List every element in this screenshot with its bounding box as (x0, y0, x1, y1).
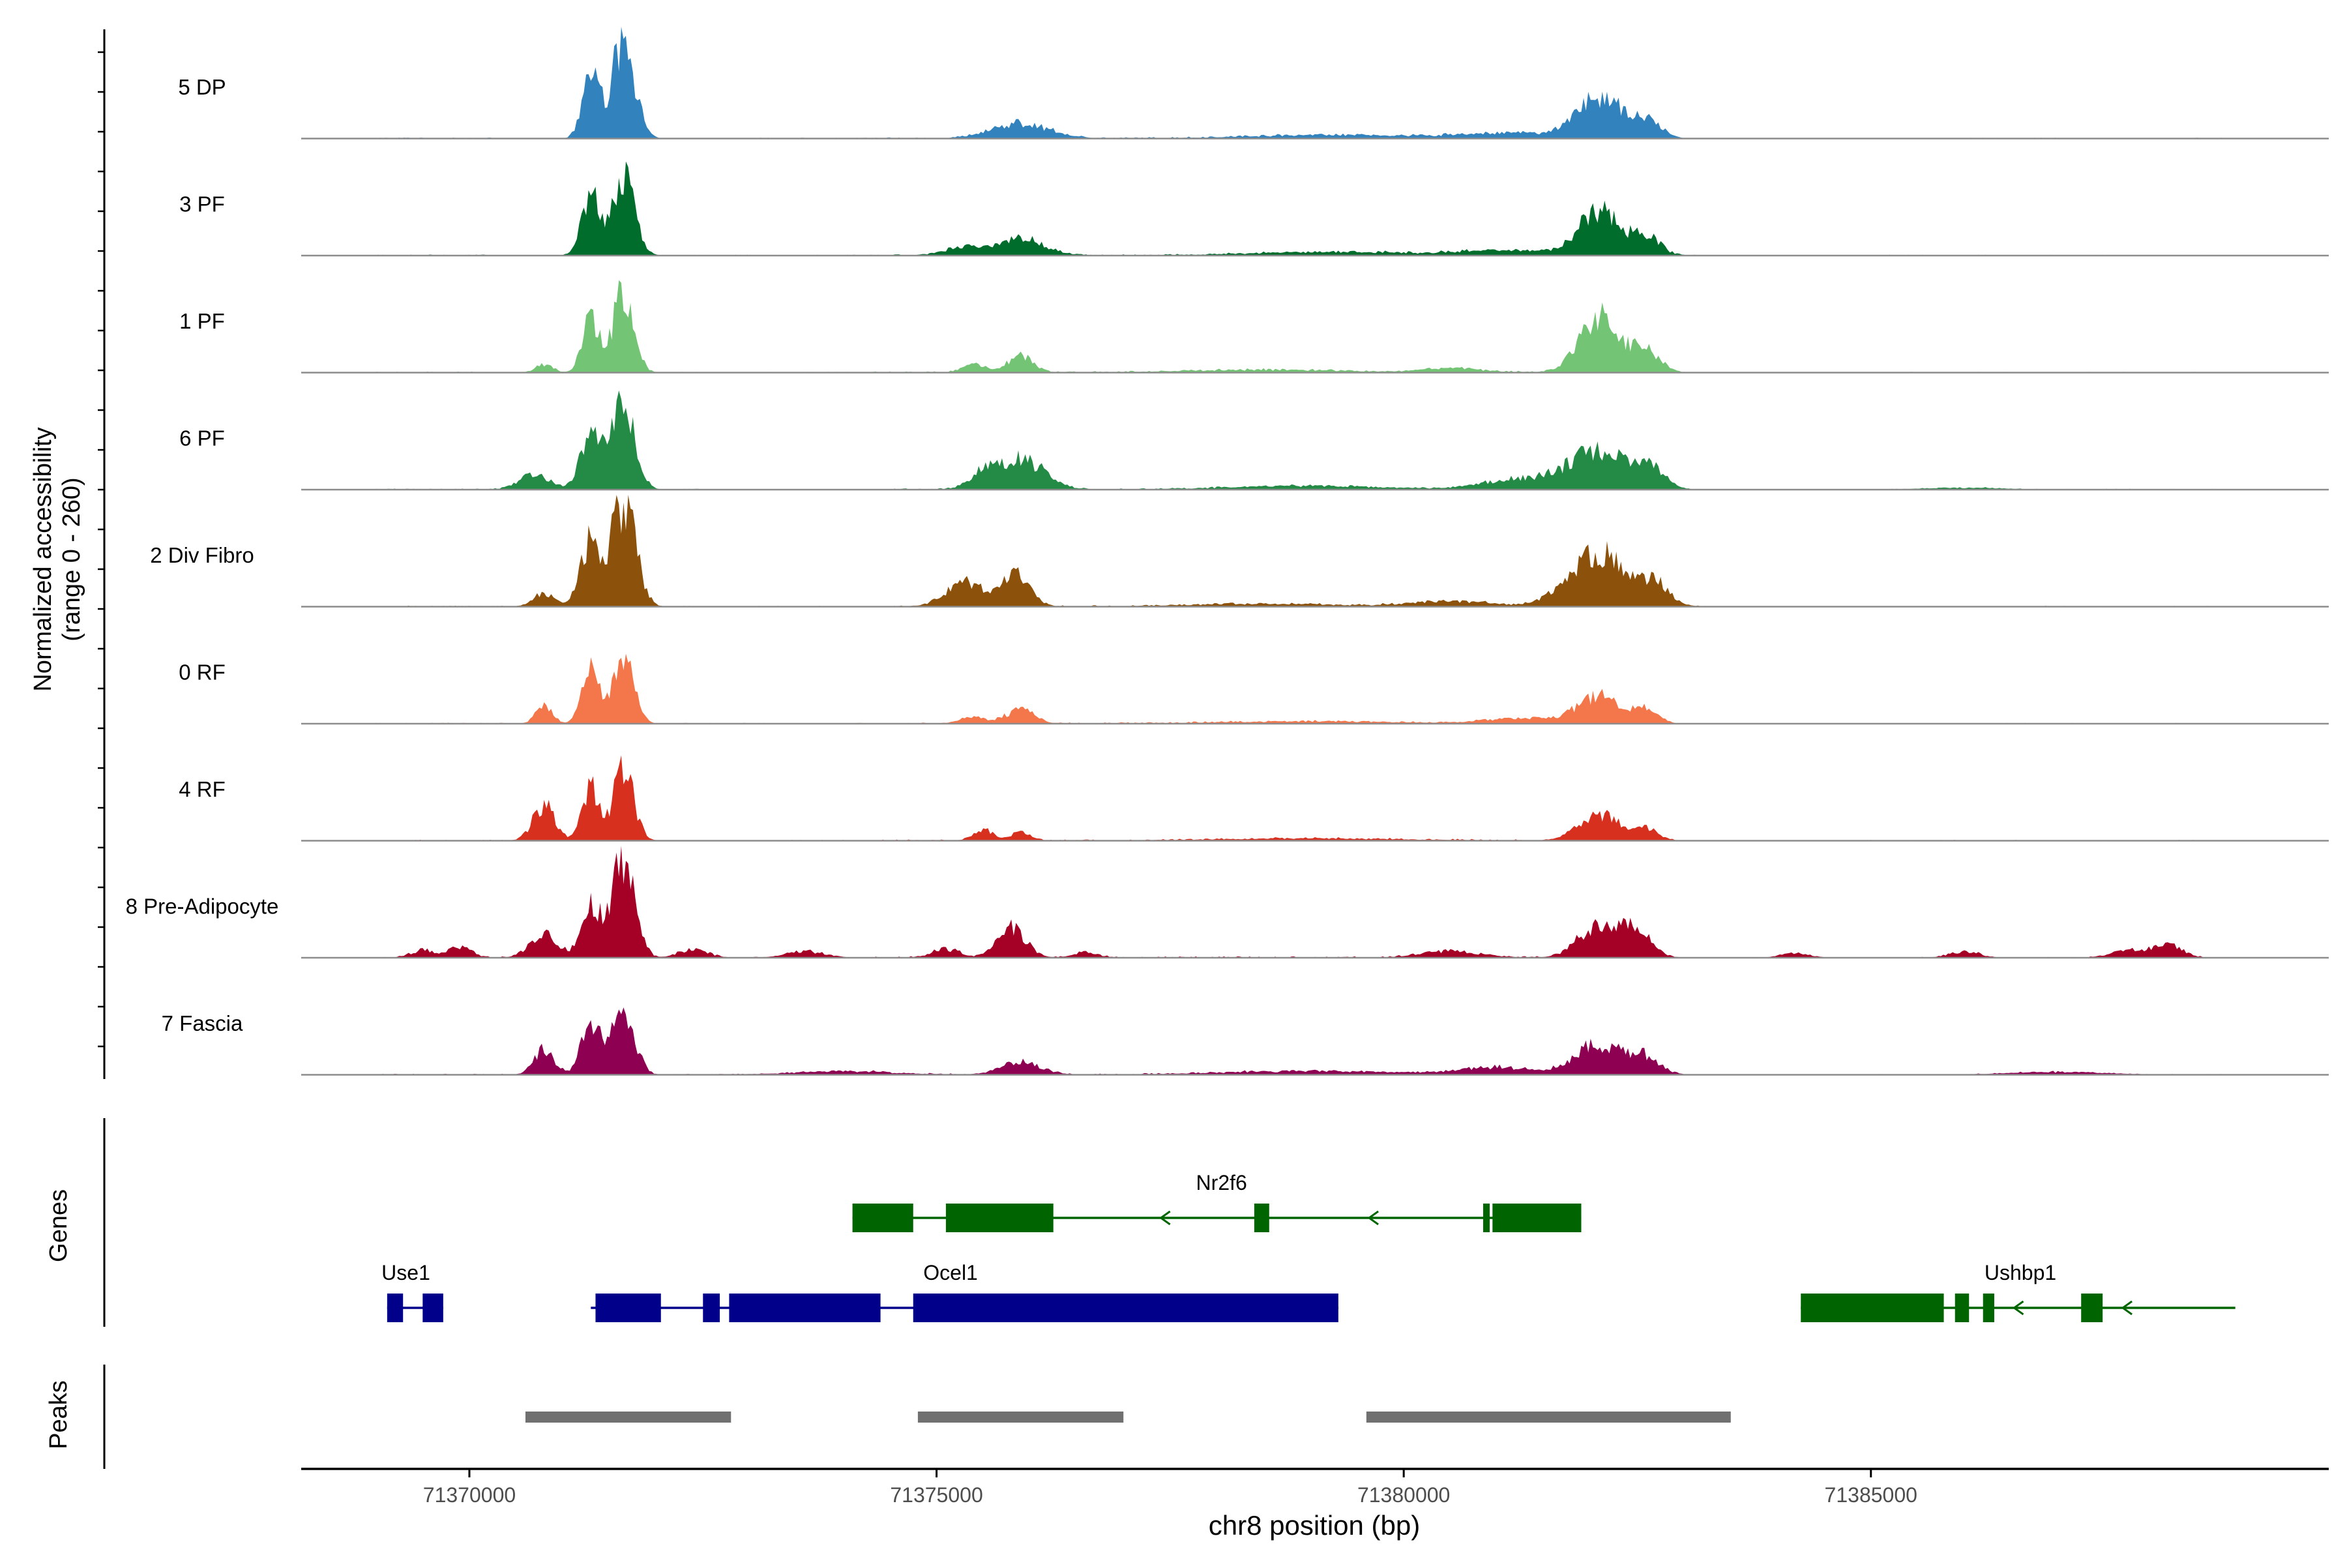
peak-region-bar (1366, 1412, 1731, 1423)
gene-label: Ocel1 (923, 1261, 978, 1284)
coverage-area (376, 280, 2226, 373)
track-label: 4 RF (179, 777, 226, 801)
gene-exon (1955, 1294, 1970, 1322)
gene-exon (1492, 1204, 1582, 1232)
track-label: 0 RF (179, 660, 226, 685)
y-axis-label-line2: (range 0 - 260) (58, 477, 85, 641)
strand-arrow (2012, 1300, 2024, 1316)
coverage-area (376, 391, 2226, 490)
coverage-area (376, 495, 2226, 607)
coverage-area (376, 1007, 2226, 1075)
gene-label: Nr2f6 (1196, 1171, 1247, 1194)
gene-exon (852, 1204, 913, 1232)
track-label: 8 Pre-Adipocyte (126, 895, 279, 919)
gene-exon (2081, 1294, 2103, 1322)
strand-arrow (1367, 1210, 1379, 1226)
coverage-area (376, 653, 2226, 724)
gene-exon (595, 1294, 661, 1322)
coverage-area (376, 755, 2226, 841)
gene-exon (387, 1294, 404, 1322)
x-tick-label: 71385000 (1825, 1483, 1917, 1507)
peak-region-bar (525, 1412, 731, 1423)
gene-model[interactable]: Use1 (381, 1261, 443, 1322)
track-label: 1 PF (179, 309, 225, 333)
coverage-track: 4 RF (179, 755, 2329, 842)
coverage-tracks: 5 DP 3 PF 1 PF 6 PF 2 Div Fibro 0 RF 4 RF 8 Pre… (98, 27, 2329, 1079)
coverage-area (376, 161, 2226, 256)
coverage-track: 3 PF (179, 161, 2329, 257)
track-label: 2 Div Fibro (150, 543, 254, 567)
track-label: 7 Fascia (162, 1011, 243, 1035)
x-tick-label: 71380000 (1357, 1483, 1450, 1507)
x-axis: 71370000 71375000 71380000 71385000 (301, 1468, 2329, 1507)
strand-arrow (1159, 1210, 1171, 1226)
gene-exon (729, 1294, 881, 1322)
peak-regions (103, 1365, 1731, 1469)
gene-exon (913, 1294, 1338, 1322)
coverage-area (376, 846, 2226, 958)
coverage-track: 7 Fascia (162, 1007, 2329, 1076)
gene-model[interactable]: Nr2f6 (852, 1171, 1582, 1232)
track-label: 6 PF (179, 426, 225, 451)
gene-label: Ushbp1 (1985, 1261, 2056, 1284)
x-axis-label: chr8 position (bp) (1209, 1510, 1421, 1541)
gene-exon (945, 1204, 1054, 1232)
coverage-area (376, 27, 2226, 139)
x-tick-label: 71370000 (423, 1483, 516, 1507)
gene-model[interactable]: Ushbp1 (1801, 1261, 2236, 1322)
strand-arrow (2121, 1300, 2133, 1316)
coverage-track: 2 Div Fibro (150, 495, 2329, 608)
gene-exon (422, 1294, 443, 1322)
gene-exon (1483, 1204, 1490, 1232)
coverage-track: 1 PF (179, 280, 2329, 374)
gene-label: Use1 (381, 1261, 430, 1284)
coverage-track: 8 Pre-Adipocyte (126, 846, 2329, 959)
track-label: 5 DP (178, 75, 226, 99)
gene-annotations: Nr2f6 Use1 Ocel1 Ushbp1 (103, 1118, 2236, 1327)
peaks-panel-label: Peaks (45, 1380, 72, 1449)
gene-exon (1801, 1294, 1944, 1322)
gene-model[interactable]: Ocel1 (591, 1261, 1338, 1322)
gene-exon (1983, 1294, 1994, 1322)
gene-exon (1254, 1204, 1269, 1232)
y-axis-label-group: Normalized accessibility (range 0 - 260) (29, 427, 85, 691)
genes-panel-label: Genes (45, 1189, 72, 1262)
peak-region-bar (917, 1412, 1124, 1423)
coverage-track: 5 DP (178, 27, 2329, 140)
coverage-track: 0 RF (179, 653, 2329, 725)
gene-exon (703, 1294, 720, 1322)
track-label: 3 PF (179, 192, 225, 216)
y-axis-label-line1: Normalized accessibility (29, 427, 57, 691)
coverage-track: 6 PF (179, 391, 2329, 491)
x-tick-label: 71375000 (890, 1483, 982, 1507)
